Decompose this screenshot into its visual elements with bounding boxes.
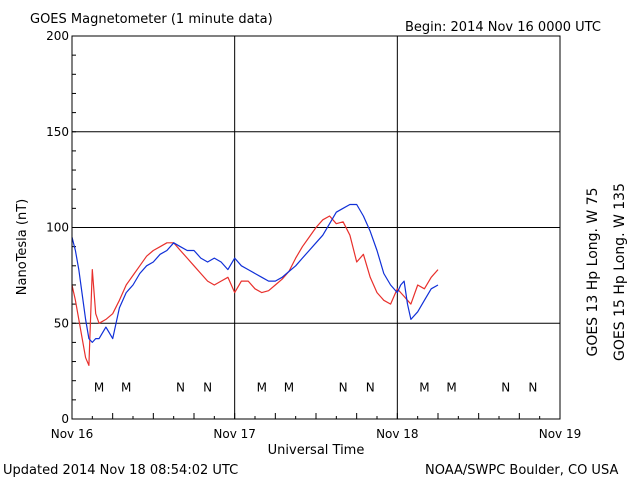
plot-frame	[71, 35, 561, 420]
y-tick-label: 100	[46, 221, 69, 235]
y-axis-label: NanoTesla (nT)	[15, 199, 30, 295]
orbit-marker-n: N	[528, 380, 537, 394]
orbit-marker-n: N	[203, 380, 212, 394]
y-tick-label: 50	[54, 316, 69, 330]
x-tick-label: Nov 16	[51, 427, 94, 441]
orbit-marker-m: M	[446, 380, 456, 394]
orbit-marker-n: N	[176, 380, 185, 394]
orbit-marker-m: M	[284, 380, 294, 394]
series-lines	[71, 203, 439, 366]
y-tick-label: 200	[46, 29, 69, 43]
series-line-goes15	[71, 203, 439, 343]
legend-goes15: GOES 15 Hp Long. W 135	[612, 183, 628, 361]
orbit-marker-n: N	[366, 380, 375, 394]
orbit-marker-m: M	[419, 380, 429, 394]
updated-label: Updated 2014 Nov 18 08:54:02 UTC	[3, 463, 238, 478]
x-tick-label: Nov 18	[376, 427, 419, 441]
legend-goes13: GOES 13 Hp Long. W 75	[585, 187, 601, 356]
orbit-marker-m: M	[121, 380, 131, 394]
x-tick-label: Nov 17	[213, 427, 256, 441]
begin-label: Begin: 2014 Nov 16 0000 UTC	[405, 20, 601, 35]
orbit-marker-n: N	[339, 380, 348, 394]
axis-ticks: 0 50 100 150 200 Nov 16 Nov 17 Nov 18 Nov 19	[46, 29, 581, 441]
x-tick-label: Nov 19	[539, 427, 582, 441]
credit-label: NOAA/SWPC Boulder, CO USA	[425, 463, 618, 478]
orbit-marker-m: M	[257, 380, 267, 394]
orbit-marker-m: M	[94, 380, 104, 394]
y-tick-label: 0	[61, 412, 69, 426]
series-line-goes13	[71, 215, 439, 366]
y-tick-label: 150	[46, 125, 69, 139]
chart-title: GOES Magnetometer (1 minute data)	[30, 12, 273, 27]
x-axis-label: Universal Time	[268, 443, 365, 458]
orbit-marker-n: N	[501, 380, 510, 394]
